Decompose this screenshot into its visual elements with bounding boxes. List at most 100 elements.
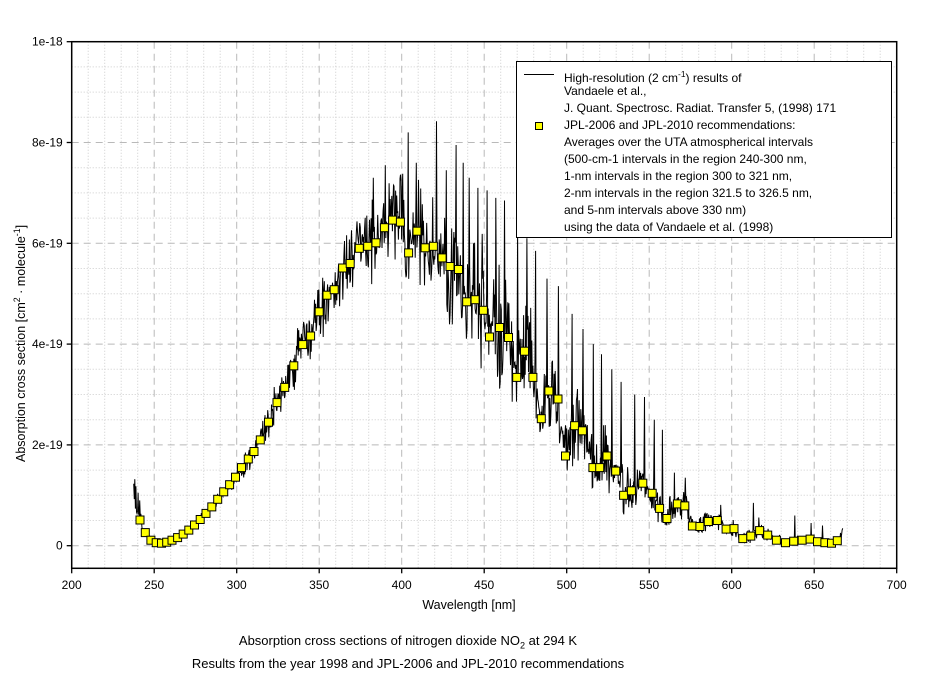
jpl-recommendation-marker (243, 454, 253, 464)
legend-row: and 5-nm intervals above 330 nm) (564, 203, 747, 217)
jpl-recommendation-marker (412, 226, 422, 236)
legend-row: using the data of Vandaele et al. (1998) (564, 220, 774, 234)
jpl-recommendation-marker (255, 435, 265, 445)
legend-row: 2-nm intervals in the region 321.5 to 32… (564, 186, 813, 200)
x-tick-label: 400 (392, 578, 412, 592)
x-tick-label: 300 (227, 578, 247, 592)
jpl-recommendation-marker (437, 253, 447, 263)
x-tick-label: 500 (557, 578, 577, 592)
legend-row: (500-cm-1 intervals in the region 240-30… (564, 152, 807, 166)
y-tick-label: 1e-18 (32, 35, 63, 49)
jpl-recommendation-marker (602, 451, 612, 461)
jpl-recommendation-marker (462, 297, 472, 307)
jpl-recommendation-marker (520, 346, 529, 356)
jpl-recommendation-marker (687, 521, 697, 531)
jpl-recommendation-marker (746, 531, 756, 541)
jpl-recommendation-marker (314, 307, 324, 317)
jpl-recommendation-marker (611, 466, 621, 476)
jpl-recommendation-marker (672, 499, 682, 509)
jpl-recommendation-marker (577, 426, 587, 436)
jpl-recommendation-marker (420, 243, 430, 253)
legend-marker-cell (517, 66, 564, 83)
jpl-recommendation-marker (504, 333, 513, 342)
jpl-recommendation-marker (289, 361, 299, 371)
jpl-recommendation-marker (428, 241, 438, 251)
x-tick-label: 600 (722, 578, 742, 592)
jpl-recommendation-marker (470, 295, 480, 305)
y-tick-label: 4e-19 (32, 337, 63, 351)
x-tick-label: 700 (887, 578, 907, 592)
jpl-recommendation-marker (695, 522, 705, 531)
jpl-recommendation-marker (237, 463, 246, 473)
x-tick-label: 250 (144, 578, 164, 592)
legend-line-sample-icon (524, 74, 554, 75)
jpl-recommendation-marker (280, 382, 290, 392)
jpl-recommendation-marker (662, 514, 672, 523)
jpl-recommendation-marker (712, 516, 722, 525)
jpl-recommendation-marker (207, 502, 217, 512)
jpl-recommendation-marker (306, 331, 316, 341)
x-tick-label: 200 (62, 578, 82, 592)
jpl-recommendation-marker (354, 243, 364, 253)
x-axis-title: Wavelength [nm] (422, 598, 516, 612)
jpl-recommendation-marker (805, 534, 815, 544)
jpl-recommendation-marker (454, 265, 463, 274)
jpl-recommendation-marker (797, 535, 807, 545)
jpl-recommendation-marker (755, 526, 765, 536)
jpl-recommendation-marker (721, 524, 731, 534)
jpl-recommendation-marker (140, 528, 150, 538)
legend-row-line-series: High-resolution (2 cm-1) results of (517, 66, 891, 85)
jpl-recommendation-marker (395, 217, 405, 227)
jpl-recommendation-marker (638, 478, 648, 488)
jpl-recommendation-marker (298, 340, 308, 350)
legend-row: 1-nm intervals in the region 300 to 321 … (564, 169, 793, 183)
jpl-recommendation-marker (190, 520, 199, 530)
legend-marker-cell (517, 117, 564, 134)
jpl-recommendation-marker (619, 490, 629, 500)
jpl-recommendation-marker (371, 238, 381, 248)
jpl-recommendation-marker (781, 538, 790, 548)
jpl-recommendation-marker (184, 525, 194, 535)
y-tick-label: 0 (56, 539, 63, 553)
legend-square-sample-icon (535, 122, 543, 130)
jpl-recommendation-marker (561, 451, 570, 461)
jpl-recommendation-marker (789, 536, 799, 546)
jpl-recommendation-marker (626, 486, 636, 496)
x-tick-label: 550 (639, 578, 659, 592)
jpl-recommendation-marker (345, 259, 355, 268)
y-tick-label: 8e-19 (32, 136, 63, 150)
jpl-recommendation-marker (264, 417, 273, 427)
jpl-recommendation-marker (570, 421, 580, 431)
jpl-recommendation-marker (219, 487, 229, 497)
jpl-recommendation-marker (553, 394, 563, 404)
jpl-recommendation-marker (485, 332, 494, 342)
jpl-recommendation-marker (703, 517, 713, 526)
jpl-recommendation-marker (322, 290, 332, 300)
jpl-recommendation-marker (528, 372, 538, 382)
jpl-recommendation-marker (225, 480, 235, 490)
jpl-recommendation-marker (832, 536, 842, 546)
jpl-recommendation-marker (655, 503, 665, 513)
chart-title-line2: Results from the year 1998 and JPL-2006 … (191, 656, 625, 671)
x-tick-label: 650 (804, 578, 824, 592)
jpl-recommendation-marker (647, 488, 657, 498)
legend-row: Vandaele et al., (564, 84, 647, 98)
jpl-recommendation-marker (495, 323, 504, 332)
jpl-recommendation-marker (512, 372, 522, 382)
legend-row: Averages over the UTA atmospherical inte… (564, 135, 814, 149)
jpl-recommendation-marker (195, 515, 205, 524)
legend-square-series-label: JPL-2006 and JPL-2010 recommendations: (564, 118, 796, 132)
jpl-recommendation-marker (680, 501, 690, 511)
jpl-recommendation-marker (404, 248, 414, 258)
jpl-recommendation-marker (813, 537, 822, 547)
jpl-recommendation-marker (763, 530, 773, 540)
x-tick-label: 350 (309, 578, 329, 592)
jpl-recommendation-marker (729, 524, 739, 534)
jpl-recommendation-marker (329, 285, 339, 295)
jpl-recommendation-marker (595, 463, 605, 473)
jpl-recommendation-marker (536, 414, 546, 424)
jpl-recommendation-marker (388, 215, 398, 225)
jpl-recommendation-marker (445, 262, 455, 271)
jpl-recommendation-marker (272, 398, 282, 408)
